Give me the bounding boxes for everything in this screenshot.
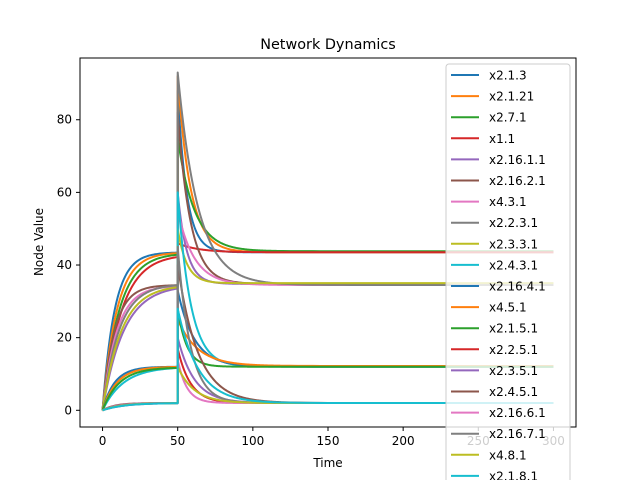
y-axis-ticks: 0 20 40 60 80 xyxy=(57,113,80,417)
legend-label: x2.16.4.1 xyxy=(489,280,546,294)
legend-label: x2.16.7.1 xyxy=(489,427,546,441)
y-tick-label: 80 xyxy=(57,113,72,127)
series-line-x2.7.1 xyxy=(101,136,554,411)
legend-box xyxy=(445,63,571,484)
legend-label: x2.1.3 xyxy=(489,69,527,83)
legend-label: x2.16.1.1 xyxy=(489,153,546,167)
series-line-x1.1 xyxy=(101,242,554,411)
y-axis-label: Node Value xyxy=(32,208,46,276)
legend-label: x2.1.5.1 xyxy=(489,322,538,336)
y-tick-label: 0 xyxy=(64,403,72,417)
x-tick-label: 50 xyxy=(170,434,185,448)
legend-label: x2.4.5.1 xyxy=(489,385,538,399)
y-tick-label: 20 xyxy=(57,331,72,345)
legend-label: x2.4.3.1 xyxy=(489,258,538,272)
legend-label: x2.3.3.1 xyxy=(489,237,538,251)
x-tick-label: 150 xyxy=(317,434,340,448)
series-line-x2.3.3.1 xyxy=(101,227,554,411)
x-axis-label: Time xyxy=(312,456,342,470)
legend-label: x2.2.3.1 xyxy=(489,216,538,230)
x-tick-label: 0 xyxy=(99,434,107,448)
y-tick-label: 40 xyxy=(57,258,72,272)
legend-label: x4.5.1 xyxy=(489,301,527,315)
legend-label: x2.16.2.1 xyxy=(489,174,546,188)
series-line-x4.5.1 xyxy=(101,318,554,411)
legend: x2.1.3 x2.1.21 x2.7.1 x1.1 x2.16.1.1 x2.16.2.… xyxy=(445,63,571,484)
legend-label: x2.1.21 xyxy=(489,90,534,104)
legend-label: x4.3.1 xyxy=(489,195,527,209)
series-line-x2.1.5.1 xyxy=(101,307,554,411)
legend-label: x2.16.6.1 xyxy=(489,406,546,420)
chart-title: Network Dynamics xyxy=(260,37,396,53)
x-tick-label: 200 xyxy=(392,434,415,448)
legend-label: x2.2.5.1 xyxy=(489,343,538,357)
series-layer xyxy=(101,71,554,412)
legend-label: x2.1.8.1 xyxy=(489,469,538,480)
legend-label: x2.3.5.1 xyxy=(489,364,538,378)
legend-label: x1.1 xyxy=(489,132,515,146)
legend-label: x4.8.1 xyxy=(489,448,527,462)
y-tick-label: 60 xyxy=(57,185,72,199)
legend-label: x2.7.1 xyxy=(489,111,527,125)
series-line-x2.1.8.1 xyxy=(102,307,554,412)
x-tick-label: 100 xyxy=(241,434,264,448)
